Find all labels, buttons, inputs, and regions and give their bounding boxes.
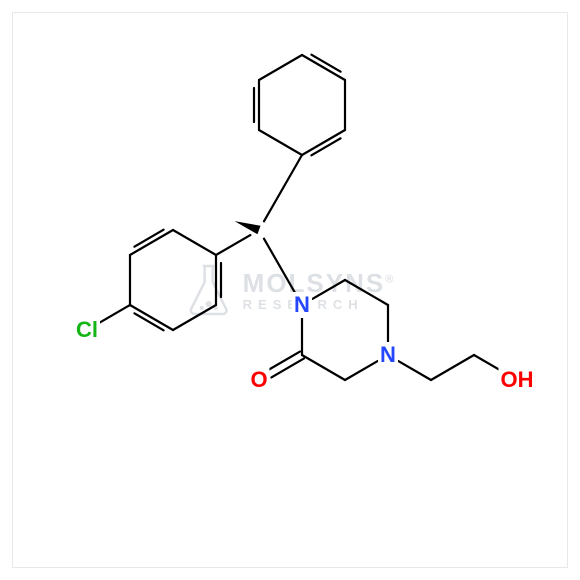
atom-O: O [248, 367, 269, 393]
atom-N1: N [292, 292, 312, 318]
atom-Cl: Cl [74, 317, 100, 343]
atom-N4: N [378, 342, 398, 368]
molecule-diagram [0, 0, 580, 580]
atom-OH: OH [499, 367, 536, 393]
